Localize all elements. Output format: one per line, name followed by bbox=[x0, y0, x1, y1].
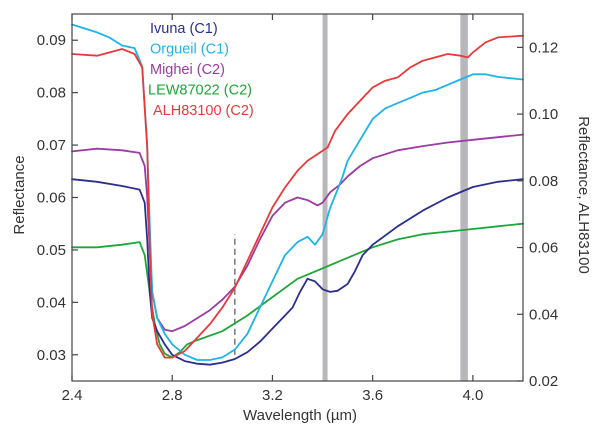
legend: Ivuna (C1) Orgueil (C1) Mighei (C2) LEW8702… bbox=[148, 21, 254, 119]
y-tick-label-3: 0.06 bbox=[37, 190, 66, 207]
x-tick-label-3: 3.6 bbox=[362, 387, 383, 404]
y-right-tick-label-3: 0.08 bbox=[529, 173, 558, 190]
y-right-tick-label-1: 0.04 bbox=[529, 306, 558, 323]
y-axis-label-left: Reflectance bbox=[11, 155, 28, 234]
x-tick-label-1: 2.8 bbox=[162, 387, 183, 404]
x-tick-label-2: 3.2 bbox=[262, 387, 283, 404]
ticks-layer: 2.4 2.8 3.2 3.6 4.0 0.03 0.04 0.05 0.06 0.07 0.08 0… bbox=[37, 14, 558, 404]
series-line-3 bbox=[71, 222, 524, 359]
legend-entry-2: Mighei (C2) bbox=[150, 62, 225, 78]
y-tick-label-1: 0.04 bbox=[37, 294, 66, 311]
series-line-0 bbox=[71, 178, 524, 366]
series-line-4 bbox=[71, 34, 524, 359]
legend-entry-3: LEW87022 (C2) bbox=[148, 83, 252, 99]
x-tick-label-4: 4.0 bbox=[462, 387, 483, 404]
y-axis-label-right: Reflectance, ALH83100 bbox=[575, 116, 592, 274]
y-tick-label-4: 0.07 bbox=[37, 137, 66, 154]
x-axis-label: Wavelength (µm) bbox=[243, 407, 357, 424]
y-right-tick-label-5: 0.12 bbox=[529, 39, 558, 56]
band-1 bbox=[460, 14, 468, 381]
legend-entry-1: Orgueil (C1) bbox=[150, 42, 229, 58]
legend-entry-4: ALH83100 (C2) bbox=[153, 103, 254, 119]
bands-layer bbox=[322, 14, 468, 381]
y-tick-label-6: 0.09 bbox=[37, 32, 66, 49]
y-tick-label-2: 0.05 bbox=[37, 242, 66, 259]
y-right-tick-label-4: 0.10 bbox=[529, 106, 558, 123]
y-tick-label-5: 0.08 bbox=[37, 85, 66, 102]
y-tick-label-0: 0.03 bbox=[37, 347, 66, 364]
band-0 bbox=[322, 14, 328, 381]
x-tick-label-0: 2.4 bbox=[62, 387, 83, 404]
series-layer bbox=[71, 23, 524, 366]
y-right-tick-label-2: 0.06 bbox=[529, 240, 558, 257]
y-right-tick-label-0: 0.02 bbox=[529, 373, 558, 390]
legend-entry-0: Ivuna (C1) bbox=[150, 21, 218, 37]
